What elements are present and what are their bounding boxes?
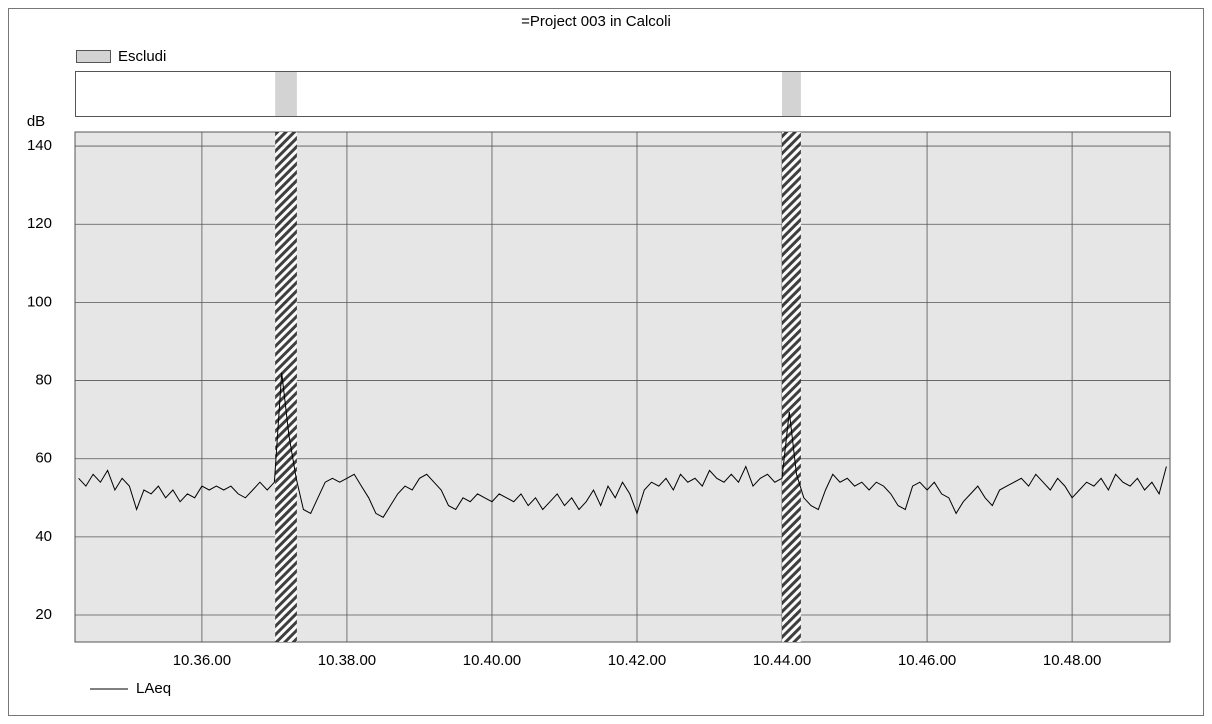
legend-label: Escludi: [118, 48, 166, 65]
x-tick-label: 10.40.00: [463, 652, 521, 669]
y-tick-label: 120: [27, 215, 52, 232]
x-tick-label: 10.38.00: [318, 652, 376, 669]
legend-swatch: [76, 50, 111, 63]
y-tick-label: 20: [35, 606, 52, 623]
x-tick-label: 10.44.00: [753, 652, 811, 669]
exclusion-band: [275, 72, 297, 116]
plot-area: [74, 131, 1171, 643]
y-tick-label: 40: [35, 528, 52, 545]
exclusion-hatch: [782, 132, 801, 642]
y-tick-label: 60: [35, 450, 52, 467]
y-axis-label: dB: [27, 113, 45, 130]
exclusion-strip: [75, 71, 1171, 117]
exclusion-hatch: [275, 132, 297, 642]
exclusion-band: [782, 72, 801, 116]
y-tick-label: 100: [27, 293, 52, 310]
x-tick-label: 10.42.00: [608, 652, 666, 669]
y-tick-label: 80: [35, 372, 52, 389]
data-line: [78, 372, 1167, 518]
x-tick-label: 10.46.00: [898, 652, 956, 669]
x-tick-label: 10.36.00: [173, 652, 231, 669]
x-tick-label: 10.48.00: [1043, 652, 1101, 669]
chart-title: =Project 003 in Calcoli: [521, 13, 671, 30]
legend-label: LAeq: [136, 680, 171, 697]
y-tick-label: 140: [27, 137, 52, 154]
